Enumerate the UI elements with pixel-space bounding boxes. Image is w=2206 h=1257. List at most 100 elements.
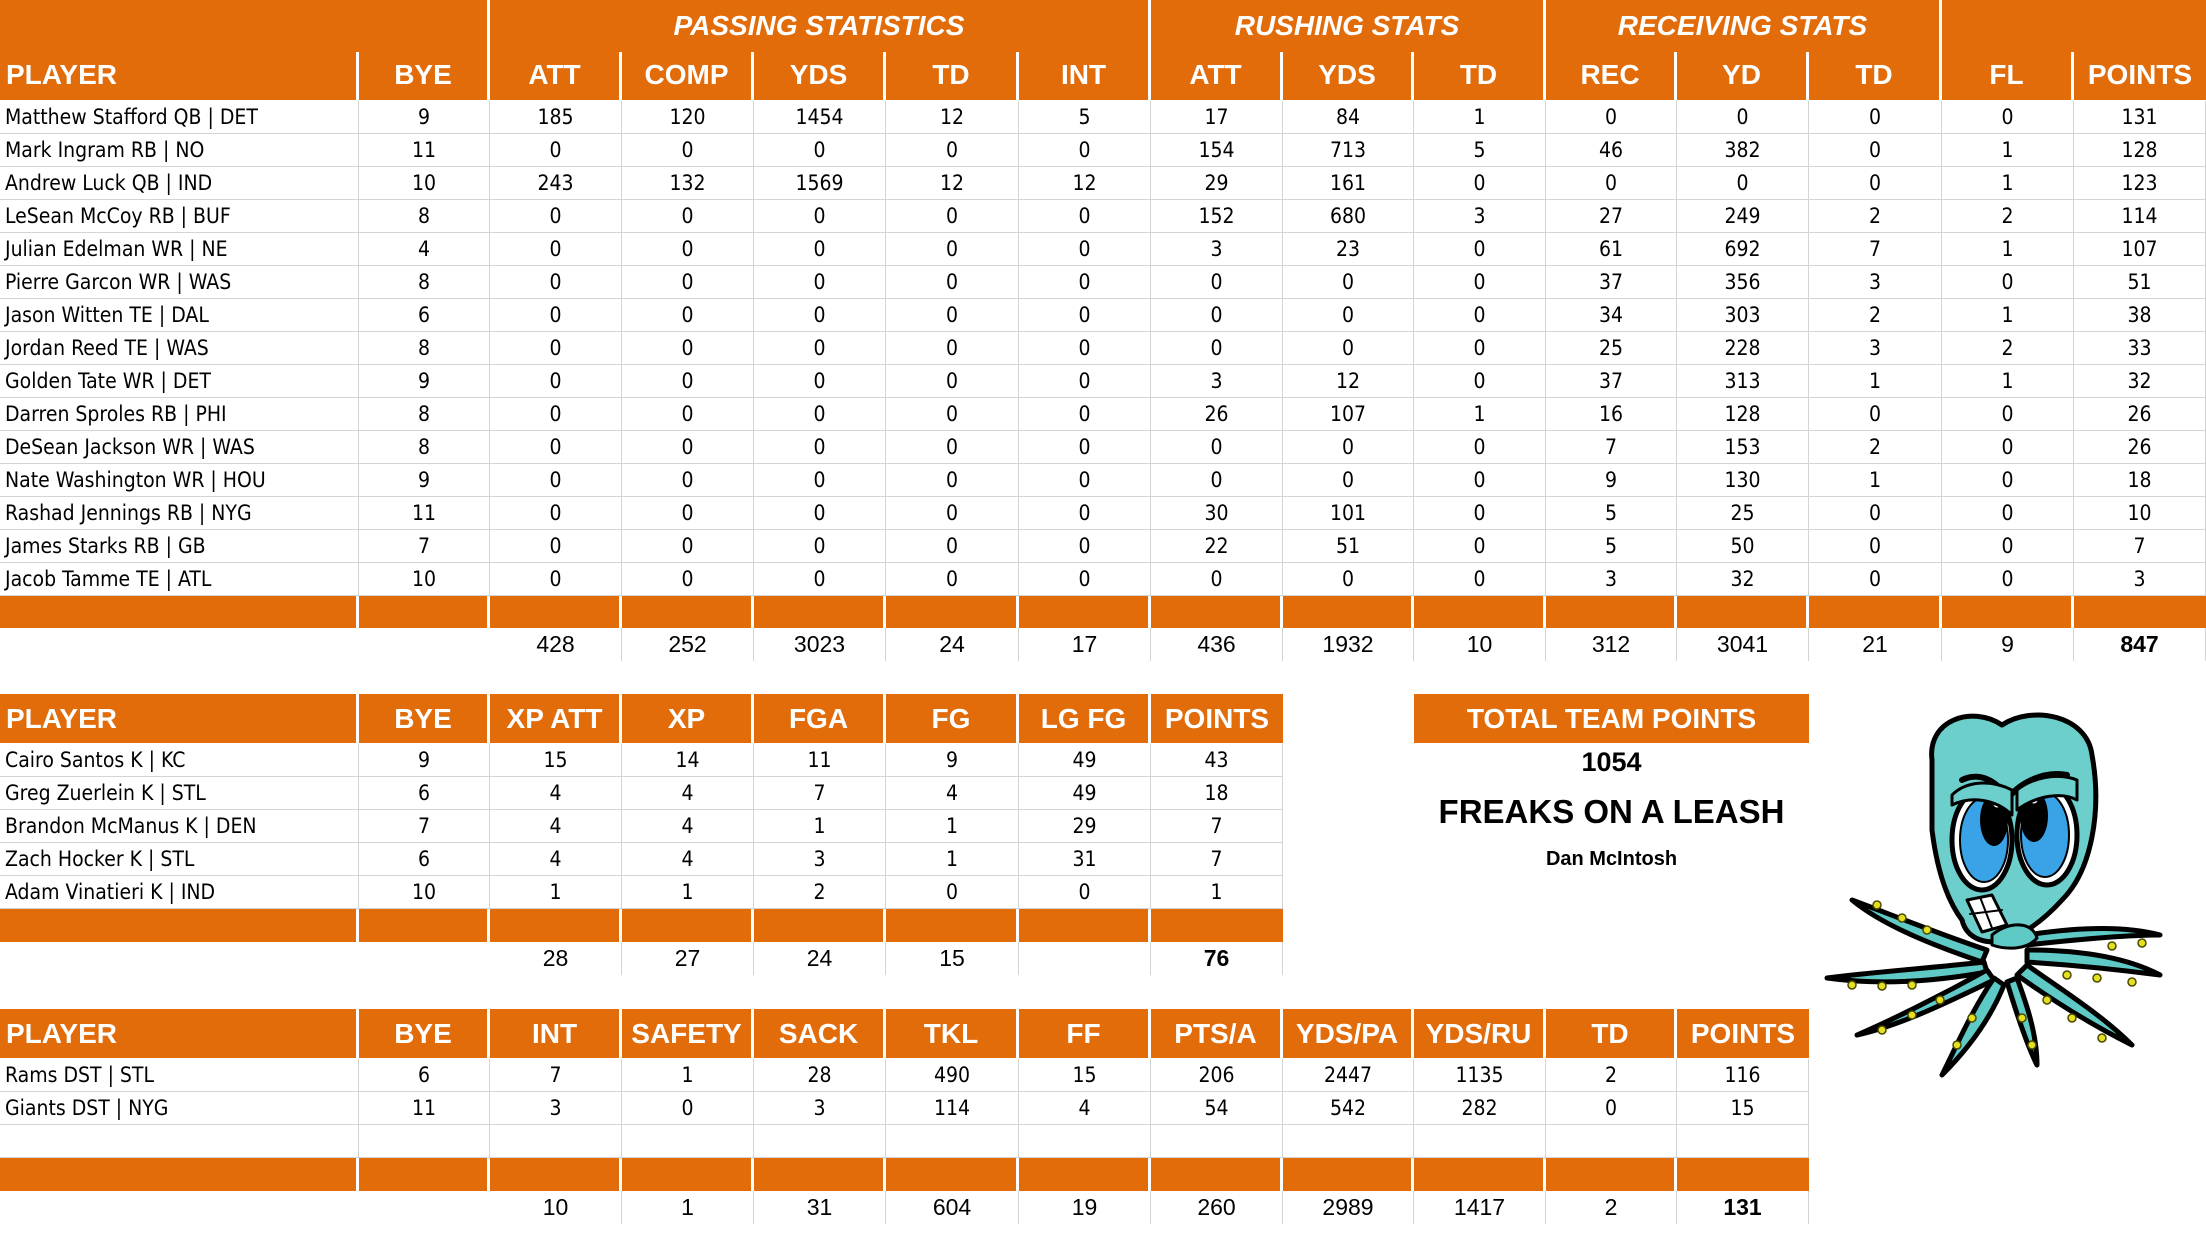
stat-cell[interactable]: 3 [1151,365,1283,398]
stat-cell[interactable]: 0 [886,365,1019,398]
stat-cell[interactable]: 11 [359,1092,490,1125]
stat-cell[interactable]: 4 [490,810,622,843]
stat-cell[interactable]: 303 [1677,299,1809,332]
stat-cell[interactable]: 0 [1809,530,1942,563]
stat-cell[interactable]: 16 [1546,398,1677,431]
stat-cell[interactable]: 4 [886,777,1019,810]
stat-cell[interactable]: 0 [1942,398,2074,431]
column-header-bye[interactable]: BYE [359,694,487,743]
stat-cell[interactable]: 34 [1546,299,1677,332]
column-header-fga[interactable]: FGA [754,694,883,743]
stat-cell[interactable]: 1 [1809,365,1942,398]
stat-cell[interactable]: 0 [1546,101,1677,134]
stat-cell[interactable]: 54 [1151,1092,1283,1125]
stat-cell[interactable]: 15 [1677,1092,1809,1125]
stat-cell[interactable]: 3 [1809,266,1942,299]
stat-cell[interactable]: 0 [1019,266,1151,299]
player-name-cell[interactable]: Giants DST | NYG [0,1092,359,1125]
stat-cell[interactable]: 0 [1942,431,2074,464]
stat-cell[interactable]: 17 [1151,101,1283,134]
stat-cell[interactable]: 15 [490,744,622,777]
player-name-cell[interactable]: Jordan Reed TE | WAS [0,332,359,365]
stat-cell[interactable]: 0 [1942,497,2074,530]
stat-cell[interactable]: 8 [359,431,490,464]
stat-cell[interactable]: 2447 [1283,1059,1414,1092]
stat-cell[interactable]: 4 [490,843,622,876]
stat-cell[interactable]: 228 [1677,332,1809,365]
stat-cell[interactable]: 0 [1809,134,1942,167]
stat-cell[interactable]: 0 [490,266,622,299]
stat-cell[interactable]: 50 [1677,530,1809,563]
player-name-cell[interactable]: Julian Edelman WR | NE [0,233,359,266]
stat-cell[interactable]: 0 [490,464,622,497]
stat-cell[interactable]: 32 [2074,365,2206,398]
stat-cell[interactable]: 30 [1151,497,1283,530]
player-name-cell[interactable]: Brandon McManus K | DEN [0,810,359,843]
stat-cell[interactable] [622,1125,754,1158]
stat-cell[interactable]: 0 [1942,101,2074,134]
player-name-cell[interactable]: Mark Ingram RB | NO [0,134,359,167]
stat-cell[interactable]: 0 [754,365,886,398]
stat-cell[interactable]: 0 [622,134,754,167]
stat-cell[interactable]: 7 [1151,843,1283,876]
stat-cell[interactable]: 0 [754,563,886,596]
stat-cell[interactable]: 1 [1414,398,1546,431]
stat-cell[interactable]: 0 [754,431,886,464]
stat-cell[interactable]: 0 [754,398,886,431]
stat-cell[interactable]: 0 [622,266,754,299]
stat-cell[interactable]: 3 [754,1092,886,1125]
player-name-cell[interactable]: Golden Tate WR | DET [0,365,359,398]
stat-cell[interactable]: 0 [886,530,1019,563]
stat-cell[interactable]: 31 [1019,843,1151,876]
stat-cell[interactable]: 5 [1019,101,1151,134]
stat-cell[interactable]: 1 [886,810,1019,843]
stat-cell[interactable]: 0 [754,464,886,497]
stat-cell[interactable]: 7 [2074,530,2206,563]
stat-cell[interactable]: 4 [622,777,754,810]
stat-cell[interactable]: 0 [1019,431,1151,464]
stat-cell[interactable]: 1 [886,843,1019,876]
stat-cell[interactable]: 0 [886,299,1019,332]
stat-cell[interactable]: 0 [886,266,1019,299]
stat-cell[interactable]: 37 [1546,266,1677,299]
stat-cell[interactable]: 382 [1677,134,1809,167]
stat-cell[interactable]: 132 [622,167,754,200]
stat-cell[interactable]: 12 [1283,365,1414,398]
stat-cell[interactable]: 3 [2074,563,2206,596]
stat-cell[interactable]: 0 [1283,332,1414,365]
stat-cell[interactable]: 0 [1677,167,1809,200]
stat-cell[interactable]: 2 [1546,1059,1677,1092]
column-header-rec[interactable]: REC [1546,50,1674,100]
stat-cell[interactable]: 6 [359,777,490,810]
player-name-cell[interactable]: Jacob Tamme TE | ATL [0,563,359,596]
stat-cell[interactable]: 15 [1019,1059,1151,1092]
stat-cell[interactable]: 0 [1809,398,1942,431]
stat-cell[interactable]: 0 [1414,233,1546,266]
stat-cell[interactable]: 9 [359,464,490,497]
stat-cell[interactable]: 8 [359,200,490,233]
stat-cell[interactable]: 2 [754,876,886,909]
stat-cell[interactable]: 1454 [754,101,886,134]
stat-cell[interactable]: 153 [1677,431,1809,464]
stat-cell[interactable]: 51 [2074,266,2206,299]
column-header-rec-td[interactable]: TD [1809,50,1939,100]
column-header-bye[interactable]: BYE [359,50,487,100]
stat-cell[interactable]: 356 [1677,266,1809,299]
stat-cell[interactable]: 1 [1942,365,2074,398]
stat-cell[interactable]: 3 [1546,563,1677,596]
stat-cell[interactable]: 12 [1019,167,1151,200]
player-name-cell[interactable]: Rashad Jennings RB | NYG [0,497,359,530]
stat-cell[interactable]: 46 [1546,134,1677,167]
stat-cell[interactable]: 9 [359,101,490,134]
stat-cell[interactable]: 0 [490,200,622,233]
stat-cell[interactable] [754,1125,886,1158]
stat-cell[interactable]: 6 [359,843,490,876]
stat-cell[interactable]: 0 [490,365,622,398]
stat-cell[interactable]: 0 [886,233,1019,266]
stat-cell[interactable]: 0 [1942,563,2074,596]
stat-cell[interactable]: 185 [490,101,622,134]
stat-cell[interactable]: 0 [490,134,622,167]
stat-cell[interactable]: 0 [1809,101,1942,134]
stat-cell[interactable]: 10 [359,167,490,200]
stat-cell[interactable]: 0 [1019,332,1151,365]
